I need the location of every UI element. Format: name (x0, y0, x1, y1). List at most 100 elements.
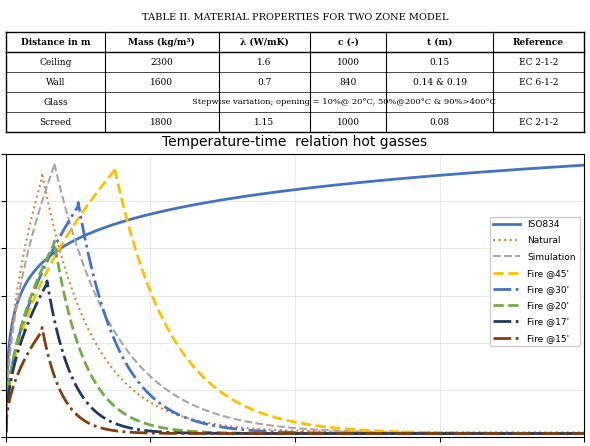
Text: 1600: 1600 (150, 78, 173, 87)
Natural (581, 429, 588, 435)
Fire @30' (581, 431, 588, 436)
Fire @15' (284, 431, 291, 436)
Fire @45' (111, 165, 118, 170)
Simulation (2, 429, 9, 435)
Natural (458, 429, 465, 435)
Fire @30' (2, 429, 9, 435)
Line: Fire @30': Fire @30' (6, 202, 584, 434)
Text: EC 2-1-2: EC 2-1-2 (519, 58, 558, 67)
Fire @15' (38, 325, 45, 330)
Text: Ceiling: Ceiling (39, 58, 71, 67)
Fire @15' (32, 338, 39, 343)
Fire @30' (458, 431, 465, 436)
Fire @17' (581, 431, 588, 436)
Fire @15' (581, 431, 588, 436)
Text: 0.08: 0.08 (430, 118, 450, 127)
Fire @17' (284, 431, 291, 436)
Natural (32, 199, 39, 205)
Legend: ISO834, Natural, Simulation, Fire @45', Fire @30', Fire @20', Fire @17', Fire @1: ISO834, Natural, Simulation, Fire @45', … (490, 216, 579, 346)
Fire @30' (564, 431, 571, 436)
ISO834 (268, 190, 276, 195)
Text: 1000: 1000 (337, 118, 360, 127)
Simulation (51, 160, 58, 165)
Simulation (284, 425, 291, 430)
Fire @20' (458, 431, 465, 436)
Fire @15' (458, 431, 465, 436)
Fire @15' (564, 431, 571, 436)
Fire @45' (564, 431, 571, 436)
Text: EC 2-1-2: EC 2-1-2 (519, 118, 558, 127)
Text: Distance in m: Distance in m (21, 37, 90, 47)
Fire @20' (32, 282, 39, 287)
Fire @45' (32, 293, 39, 298)
Natural (38, 170, 45, 176)
Text: 0.7: 0.7 (257, 78, 272, 87)
Simulation (268, 423, 276, 428)
Text: 1000: 1000 (337, 58, 360, 67)
ISO834 (564, 164, 571, 169)
Fire @45' (458, 430, 465, 436)
ISO834 (563, 164, 571, 169)
Fire @45' (268, 414, 276, 419)
ISO834 (284, 188, 291, 193)
Text: Glass: Glass (43, 98, 68, 107)
Line: Fire @20': Fire @20' (6, 241, 584, 434)
Fire @17' (268, 431, 276, 436)
Text: 0.14 & 0.19: 0.14 & 0.19 (412, 78, 467, 87)
Fire @15' (564, 431, 571, 436)
Natural (284, 428, 291, 433)
Fire @45' (2, 429, 9, 435)
Fire @17' (564, 431, 571, 436)
Fire @17' (32, 304, 39, 309)
Fire @30' (564, 431, 571, 436)
Fire @30' (75, 200, 82, 205)
Fire @20' (581, 431, 588, 436)
Fire @20' (284, 431, 291, 436)
Simulation (32, 221, 39, 227)
Text: 1800: 1800 (150, 118, 173, 127)
Title: Temperature-time  relation hot gasses: Temperature-time relation hot gasses (162, 135, 428, 149)
Fire @45' (581, 431, 588, 436)
ISO834 (2, 429, 9, 435)
Text: Wall: Wall (45, 78, 65, 87)
Text: Stepwise variation; opening = 10%@ 20°C, 50%@200°C & 90%>400°C: Stepwise variation; opening = 10%@ 20°C,… (192, 98, 496, 106)
Line: Fire @45': Fire @45' (6, 167, 584, 434)
Line: Fire @17': Fire @17' (6, 281, 584, 434)
Fire @17' (2, 429, 9, 435)
Text: TABLE II. MATERIAL PROPERTIES FOR TWO ZONE MODEL: TABLE II. MATERIAL PROPERTIES FOR TWO ZO… (142, 13, 448, 22)
Text: c (-): c (-) (338, 37, 359, 47)
Fire @17' (564, 431, 571, 436)
Fire @45' (564, 431, 571, 436)
Line: Natural: Natural (6, 173, 584, 432)
Simulation (458, 430, 465, 436)
Fire @15' (268, 431, 276, 436)
Natural (2, 429, 9, 435)
Natural (268, 427, 276, 432)
Fire @30' (32, 285, 39, 290)
ISO834 (458, 171, 465, 176)
Fire @15' (2, 429, 9, 435)
Fire @17' (44, 278, 51, 284)
Line: ISO834: ISO834 (6, 165, 584, 432)
Text: 840: 840 (340, 78, 357, 87)
Fire @20' (564, 431, 571, 436)
Text: t (m): t (m) (427, 37, 453, 47)
Text: 1.15: 1.15 (254, 118, 275, 127)
Simulation (564, 431, 571, 436)
Natural (564, 429, 571, 435)
Text: 2300: 2300 (150, 58, 173, 67)
Text: 1.6: 1.6 (257, 58, 272, 67)
Text: λ (W/mK): λ (W/mK) (240, 37, 289, 47)
Text: Reference: Reference (513, 37, 564, 47)
Text: EC 6-1-2: EC 6-1-2 (519, 78, 558, 87)
Fire @20' (2, 429, 9, 435)
Fire @20' (268, 431, 276, 436)
ISO834 (32, 267, 39, 273)
Fire @30' (268, 429, 276, 434)
Text: 0.15: 0.15 (430, 58, 450, 67)
ISO834 (581, 162, 588, 168)
Text: Mass (kg/m³): Mass (kg/m³) (129, 37, 195, 47)
Natural (564, 429, 571, 435)
Line: Fire @15': Fire @15' (6, 327, 584, 434)
Simulation (581, 431, 588, 436)
